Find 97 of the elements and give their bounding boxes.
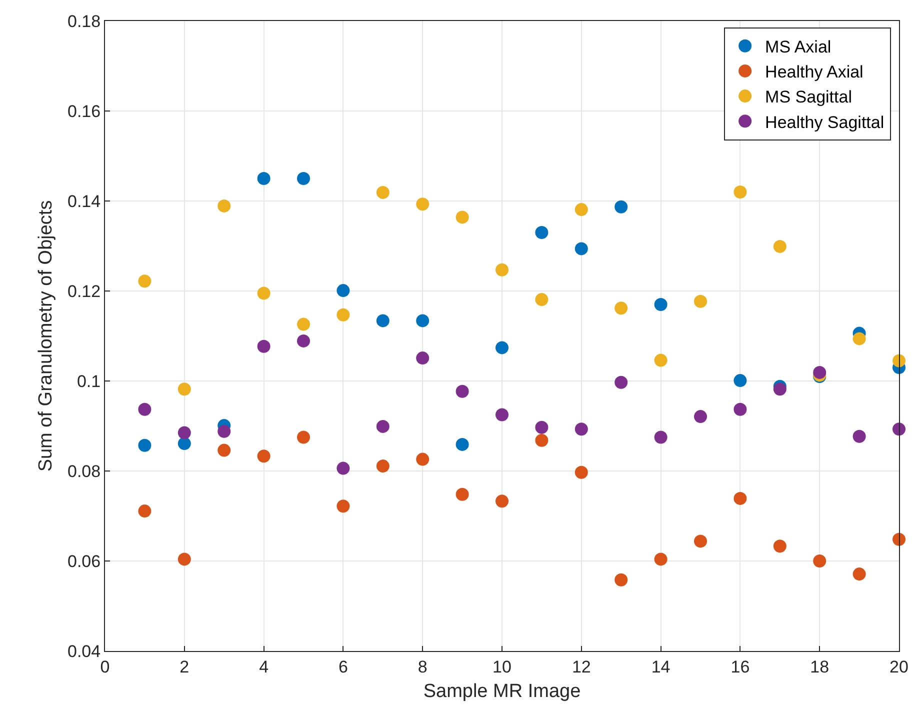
point — [456, 438, 469, 451]
point — [336, 284, 350, 298]
point — [852, 332, 866, 346]
point — [416, 452, 430, 466]
point — [297, 430, 310, 444]
point — [614, 376, 628, 389]
point — [178, 382, 191, 396]
point — [178, 426, 191, 440]
point — [535, 293, 548, 306]
x-axis-title: Sample MR Image — [423, 681, 581, 702]
y-tick-label: 0.08 — [68, 462, 101, 481]
point — [614, 200, 628, 214]
y-tick-label: 0.04 — [68, 642, 101, 661]
point — [813, 554, 826, 568]
y-tick-label: 0.18 — [68, 12, 101, 31]
point — [535, 420, 548, 434]
x-tick-label: 10 — [492, 657, 512, 676]
y-axis-title: Sum of Granulometry of Objects — [35, 200, 56, 472]
x-tick-label: 12 — [572, 657, 591, 676]
point — [574, 466, 588, 479]
point — [852, 568, 866, 581]
point — [138, 504, 152, 518]
point — [694, 534, 707, 548]
point — [336, 500, 350, 513]
point — [376, 186, 390, 199]
point — [496, 341, 508, 354]
point — [773, 382, 786, 396]
point — [416, 314, 430, 328]
point — [376, 420, 390, 433]
point — [297, 172, 310, 185]
point — [496, 408, 508, 422]
point — [734, 186, 747, 198]
point — [178, 437, 191, 450]
point — [773, 240, 786, 253]
point — [496, 263, 508, 276]
point — [456, 488, 469, 501]
point — [297, 334, 310, 348]
x-tick-label: 4 — [259, 657, 269, 676]
y-tick-label: 0.06 — [68, 552, 101, 571]
point — [734, 374, 747, 388]
point — [218, 199, 231, 212]
x-tick-label: 16 — [730, 657, 750, 676]
point — [336, 308, 350, 322]
point — [892, 532, 906, 546]
point — [574, 242, 588, 256]
x-tick-label: 14 — [651, 657, 670, 676]
point — [178, 552, 191, 566]
point — [456, 384, 469, 398]
point — [852, 430, 866, 443]
point — [496, 494, 508, 508]
point — [218, 424, 231, 438]
point — [257, 450, 270, 463]
point — [694, 294, 707, 308]
point — [654, 430, 668, 444]
point — [535, 226, 548, 239]
point — [138, 402, 152, 416]
x-tick-label: 0 — [100, 657, 110, 676]
legend-label: Healthy Sagittal — [765, 112, 884, 132]
point — [734, 402, 747, 416]
point — [416, 198, 430, 211]
point — [257, 172, 270, 185]
point — [614, 573, 628, 586]
x-tick-label: 8 — [418, 657, 428, 676]
point — [654, 552, 668, 566]
x-tick-label: 2 — [180, 657, 190, 676]
point — [138, 274, 152, 288]
point — [456, 210, 469, 224]
point — [734, 492, 747, 505]
x-tick-label: 20 — [890, 657, 908, 676]
point — [138, 438, 152, 452]
x-tick-label: 18 — [810, 657, 830, 676]
point — [574, 203, 588, 216]
point — [257, 286, 270, 300]
legend-label: MS Sagittal — [765, 88, 852, 107]
point — [376, 460, 390, 473]
point — [376, 314, 390, 328]
point — [694, 410, 707, 424]
x-tick-label: 6 — [338, 657, 348, 676]
point — [773, 540, 786, 553]
y-tick-label: 0.16 — [68, 102, 101, 121]
legend-label: MS Axial — [765, 37, 832, 56]
point — [614, 302, 628, 315]
point — [297, 318, 310, 331]
point — [654, 298, 668, 311]
y-tick-label: 0.12 — [68, 282, 101, 301]
point — [416, 352, 430, 365]
point — [257, 340, 270, 353]
point — [813, 366, 826, 379]
point — [218, 444, 231, 457]
point — [535, 434, 548, 447]
point — [654, 354, 668, 367]
legend-label: Healthy Axial — [765, 62, 864, 82]
point — [574, 422, 588, 436]
y-tick-label: 0.1 — [76, 372, 101, 391]
point — [892, 422, 906, 436]
y-tick-label: 0.14 — [68, 192, 101, 211]
point — [336, 462, 350, 475]
